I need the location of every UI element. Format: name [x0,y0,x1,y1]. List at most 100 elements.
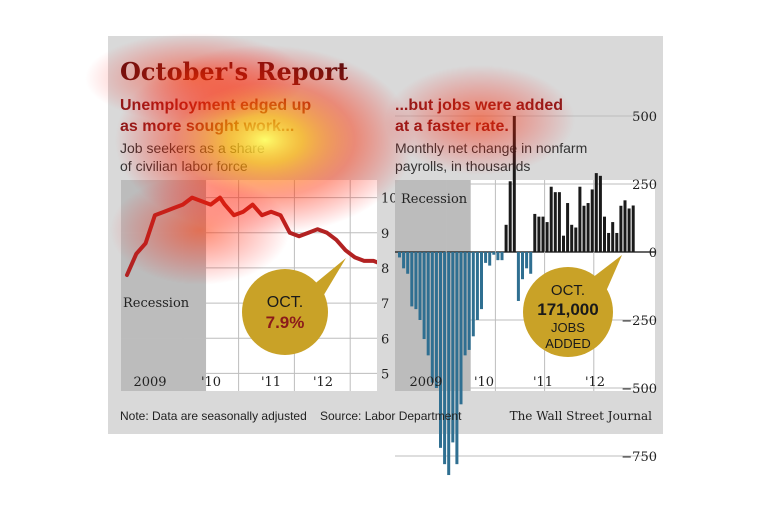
payroll-bar [623,200,627,252]
payroll-bar [607,232,611,252]
payroll-bar [566,203,570,252]
payroll-bar [611,222,615,252]
left-y-tick-label: 9 [381,227,389,242]
payroll-bar [504,224,508,252]
right-x-tick-label: '11 [533,375,553,390]
payroll-bar [455,252,459,465]
payroll-bar [529,252,533,274]
right-y-tick-label: 0 [649,246,657,261]
payroll-bar [570,224,574,252]
payroll-bar [406,252,410,274]
payroll-bar [533,213,537,252]
payroll-bar [430,252,434,383]
right-y-tick-label: 250 [632,178,657,193]
payroll-bar [480,252,483,310]
right-x-tick-label: '12 [585,375,605,390]
payroll-bar [562,235,565,252]
payroll-bar [590,189,594,252]
payroll-bar [426,252,430,356]
payroll-bar [492,252,496,255]
payroll-bar [615,232,619,252]
right-headline-line1: ...but jobs were added [395,97,563,114]
right-callout-pointer [592,255,622,296]
left-x-tick-label: 2009 [133,375,166,390]
payroll-bar [439,252,442,448]
payroll-bar [516,252,520,301]
payroll-bar [553,192,557,252]
payroll-bar [434,252,438,388]
left-x-tick-label: '12 [313,375,333,390]
payroll-bar [521,252,524,280]
payrolls-bar-chart: 500 250 0 −250 −500 −750 2009 '10 '11 '12 Recessi… [395,110,657,476]
left-callout-value: 7.9% [266,313,305,332]
left-callout-label: OCT. [267,294,303,311]
payroll-bar [398,252,401,258]
payroll-bar [541,216,545,252]
right-y-tick-label: 500 [632,110,657,125]
left-y-tick-label: 6 [381,332,389,347]
payroll-bar [508,181,512,252]
payroll-bar [496,252,500,261]
left-y-tick-label: 5 [381,367,389,382]
payroll-bar [627,208,631,252]
footer-credit: The Wall Street Journal [510,409,653,423]
payroll-bar [459,252,463,405]
right-subtitle-line1: Monthly net change in nonfarm [395,140,587,156]
left-recession-label: Recession [123,296,190,311]
payroll-bar [537,216,541,252]
payroll-bar [631,205,635,252]
right-x-tick-label: '10 [474,375,494,390]
payroll-bar [574,227,578,252]
payroll-bar [447,252,451,476]
left-callout-bubble [242,269,328,355]
chart-title: October's Report [120,57,348,86]
right-x-tick-label: 2009 [409,375,442,390]
payroll-bar [402,252,406,269]
footer-note: Note: Data are seasonally adjusted [120,409,307,423]
payroll-bar [488,252,492,266]
right-subtitle-line2: payrolls, in thousands [395,158,530,174]
left-x-tick-label: '11 [261,375,281,390]
payroll-bar [603,216,606,252]
payroll-bar [582,205,586,252]
payroll-bar [443,252,447,465]
left-subtitle-line1: Job seekers as a share [120,140,265,156]
left-callout-pointer [312,258,346,298]
right-callout-jobs: JOBS [551,320,585,335]
right-y-tick-label: −250 [621,314,657,329]
payroll-bar [578,186,582,252]
payroll-bar [451,252,455,443]
payroll-bar [467,252,471,350]
right-headline-line2: at a faster rate. [395,118,509,135]
footer-source: Source: Labor Department [320,409,462,423]
payroll-bar [525,252,529,269]
left-y-tick-label: 7 [381,297,389,312]
payroll-bar [471,252,475,337]
payroll-bar [410,252,414,307]
payroll-bar [475,252,479,320]
right-y-tick-label: −750 [621,450,657,465]
payroll-bar [557,192,561,252]
payroll-bar [549,186,553,252]
right-recession-label: Recession [401,192,468,207]
payroll-bar [598,175,602,252]
right-callout-bubble [523,267,613,357]
payroll-bar [586,203,590,252]
payroll-bar [422,252,426,340]
payroll-bar [619,205,623,252]
payroll-bar [484,252,488,263]
right-y-tick-label: −500 [621,382,657,397]
right-callout-value: 171,000 [537,300,598,319]
payroll-bar [418,252,422,320]
payroll-bar [463,252,467,356]
payroll-bar [500,252,504,261]
payroll-bar [594,173,598,252]
right-callout-label: OCT. [551,282,585,299]
left-headline-line2: as more sought work... [120,118,294,135]
payroll-bar [545,222,549,252]
left-headline-line1: Unemployment edged up [120,97,311,114]
left-subtitle-line2: of civilian labor force [120,158,248,174]
right-callout-added: ADDED [545,336,591,351]
